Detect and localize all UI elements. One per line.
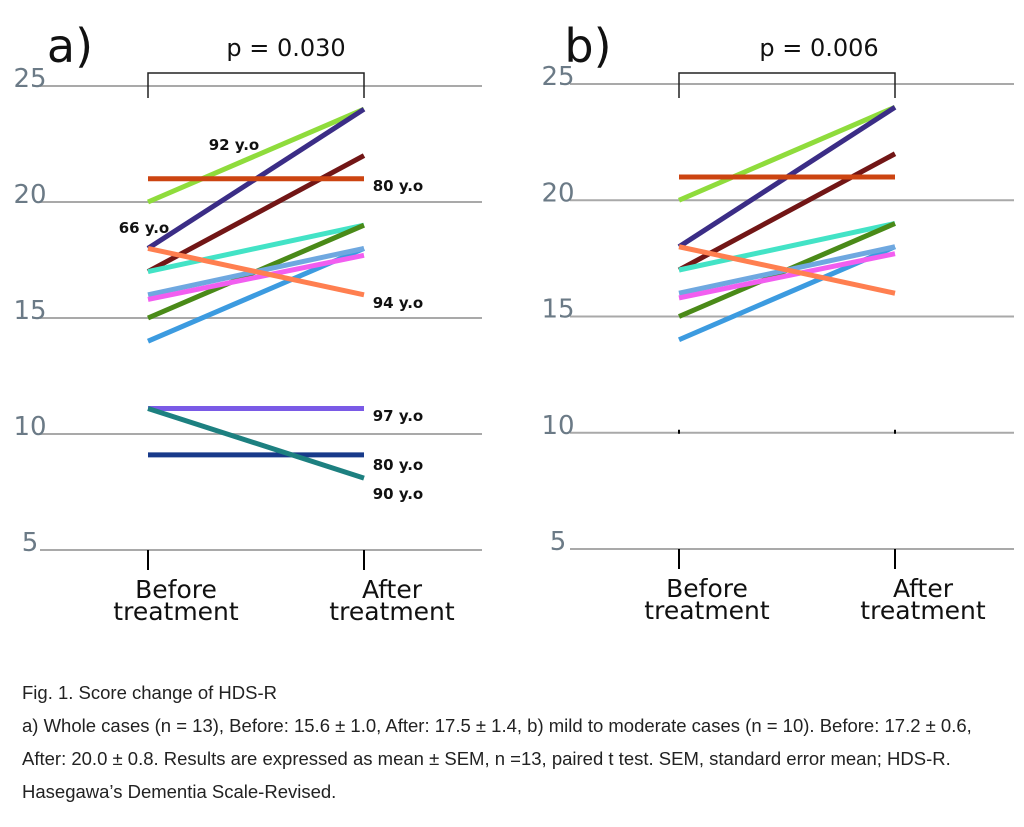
panel-a-ytick-label: 20	[13, 180, 46, 210]
panel-b-series-line	[678, 104, 896, 203]
caption-title: Fig. 1. Score change of HDS-R	[22, 682, 277, 703]
figure-caption: Fig. 1. Score change of HDS-R a) Whole c…	[22, 676, 1002, 808]
panel-a-age-annotation: 80 y.o	[373, 177, 424, 195]
figure-charts: 25 20 15 10 5 Before treatment After treatment p …	[13, 19, 1014, 626]
caption-body: a) Whole cases (n = 13), Before: 15.6 ± …	[22, 715, 972, 802]
panel-a-ytick-label: 10	[13, 412, 46, 442]
panel-a-significance-bracket	[147, 72, 365, 98]
panel-a-category-label: After treatment	[329, 575, 455, 626]
panel-a-ytick-label: 5	[22, 528, 39, 558]
panel-b-ytick-label: 10	[541, 411, 574, 441]
panel-a-age-annotation: 94 y.o	[373, 294, 424, 312]
panel-a-age-annotation: 66 y.o	[119, 219, 170, 237]
panel-b-significance-bracket	[678, 72, 896, 98]
panel-b-series-line	[677, 151, 897, 273]
panel-a-series-line	[147, 406, 365, 481]
panel-a-series-line	[147, 106, 365, 205]
panel-a-age-annotation: 92 y.o	[209, 136, 260, 154]
panel-a-series-line	[147, 222, 365, 275]
panel-a-series-line	[147, 245, 365, 298]
panel-a-age-annotation: 80 y.o	[373, 456, 424, 474]
panel-a-age-annotation: 90 y.o	[373, 485, 424, 503]
panel-b-p-value: p = 0.006	[759, 34, 878, 62]
panel-b-ytick-label: 25	[541, 62, 574, 92]
panel-b-series-line	[678, 221, 896, 273]
panel-b-category-label: After treatment	[860, 574, 986, 625]
panel-b-ytick-label: 5	[550, 527, 567, 557]
panel-a-p-value: p = 0.030	[226, 34, 345, 62]
panel-a-series-line	[146, 153, 366, 274]
panel-b-ytick-label: 15	[541, 295, 574, 325]
panel-b-category-label: Before treatment	[644, 574, 770, 625]
panel-b-series-line	[678, 251, 896, 301]
panel-a-letter: a)	[47, 19, 93, 73]
panel-a-series-line	[147, 252, 365, 302]
panel-a-ytick-label: 15	[13, 296, 46, 326]
panel-a-ytick-label: 25	[13, 64, 46, 94]
panel-b-series-line	[678, 244, 896, 296]
panel-a-category-label: Before treatment	[113, 575, 239, 626]
panel-a-age-annotation: 97 y.o	[373, 407, 424, 425]
panel-b-letter: b)	[564, 19, 611, 73]
panel-b-ytick-label: 20	[541, 178, 574, 208]
